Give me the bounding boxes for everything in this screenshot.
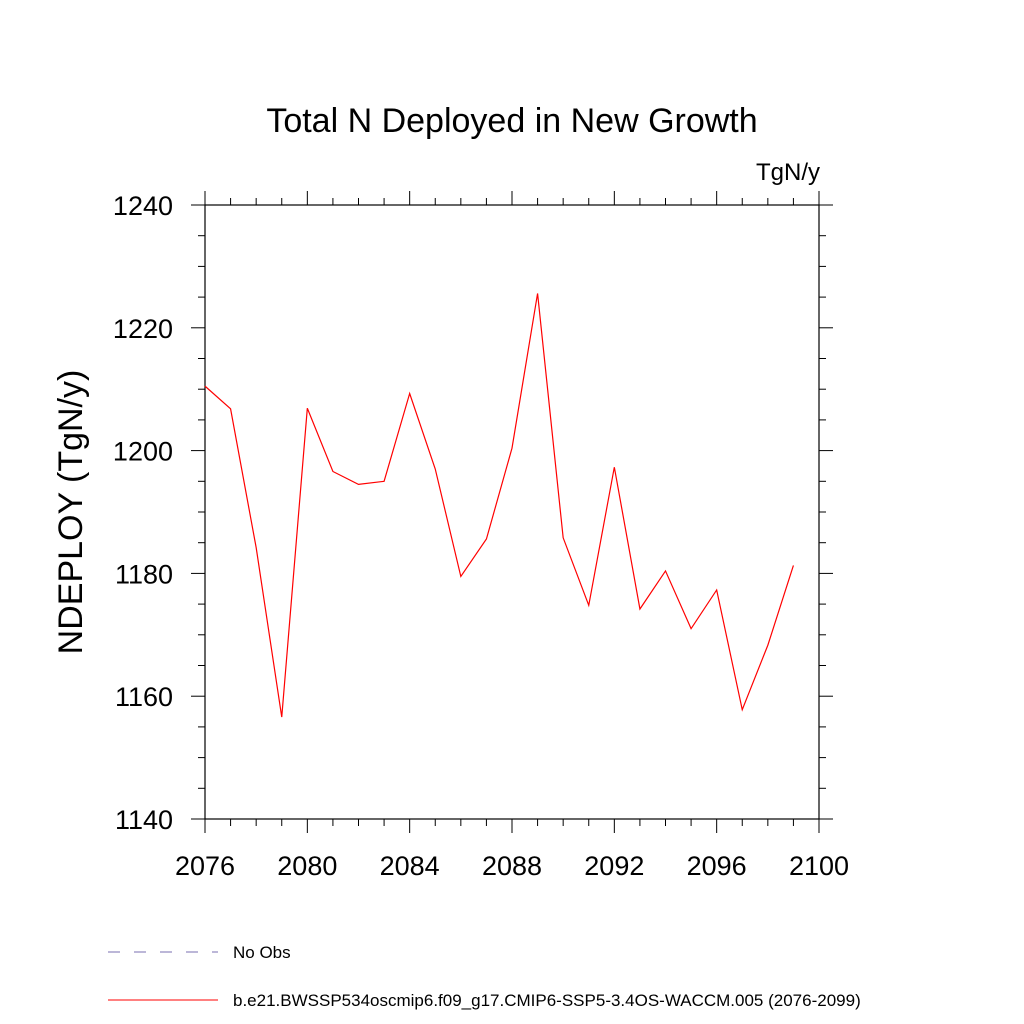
series-line (204, 293, 794, 718)
y-tick-label: 1220 (113, 314, 173, 344)
plot-frame (204, 204, 820, 820)
chart-title: Total N Deployed in New Growth (266, 102, 757, 140)
legend-label-no-obs: No Obs (233, 943, 291, 962)
x-tick-label: 2092 (584, 851, 644, 881)
legend-label-model: b.e21.BWSSP534oscmip6.f09_g17.CMIP6-SSP5… (233, 991, 861, 1010)
y-axis-title: NDEPLOY (TgN/y) (52, 370, 90, 655)
x-tick-label: 2100 (789, 851, 849, 881)
x-tick-label: 2088 (482, 851, 542, 881)
tick-labels: 2076 2080 2084 2088 2092 2096 2100 1140 1160 1180… (113, 191, 849, 881)
y-tick-label: 1240 (113, 191, 173, 221)
y-tick-label: 1180 (115, 559, 173, 589)
x-tick-label: 2096 (687, 851, 747, 881)
x-tick-label: 2080 (277, 851, 337, 881)
units-label: TgN/y (756, 159, 820, 186)
legend: No Obs b.e21.BWSSP534oscmip6.f09_g17.CMI… (108, 943, 861, 1010)
x-tick-label: 2084 (380, 851, 440, 881)
axis-ticks (191, 191, 833, 833)
x-tick-label: 2076 (175, 851, 235, 881)
y-tick-label: 1200 (113, 437, 173, 467)
y-tick-label: 1140 (115, 805, 173, 835)
y-tick-label: 1160 (115, 682, 173, 712)
